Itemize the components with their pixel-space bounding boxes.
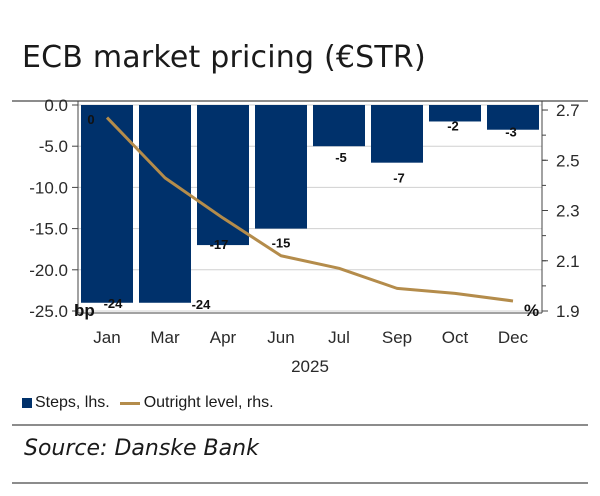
legend-line-swatch [119,401,140,405]
left-tick-label: -15.0 [29,220,68,239]
legend-line-label: Outright level, rhs. [143,394,274,411]
bar [371,105,423,163]
left-tick-label: 0.0 [44,96,68,115]
x-tick-label: Oct [442,328,469,347]
right-tick-label: 2.7 [556,101,580,120]
legend-bars-label: Steps, lhs. [35,394,110,411]
bar [139,105,191,303]
right-tick-label: 1.9 [556,302,580,321]
x-tick-label: Jun [267,328,294,347]
bar [429,105,481,122]
chart-area: 0.0 -5.0 -10.0 -15.0 -20.0 -25.0 2.7 2.5 2.3 2.1 1… [29,96,580,376]
source-note: Source: Danske Bank [24,436,259,461]
left-tick-label: -5.0 [39,137,68,156]
legend-bar-swatch [22,398,32,408]
left-tick-label: -25.0 [29,302,68,321]
right-tick-label: 2.1 [556,252,580,271]
bar-data-label: -24 [104,296,124,311]
left-unit-label: bp [74,301,95,320]
x-tick-label: Sep [382,328,412,347]
bar [487,105,539,130]
chart-title: ECB market pricing (€STR) [22,40,426,75]
bar-data-label: -15 [272,236,291,251]
end-rule [12,482,588,484]
x-tick-label: Mar [150,328,180,347]
right-tick-label: 2.5 [556,151,580,170]
x-axis-title: 2025 [291,357,329,376]
top-rule [12,100,588,102]
bar [197,105,249,246]
bar [255,105,307,229]
right-unit-label: % [524,301,539,320]
x-tick-label: Jul [328,328,350,347]
bar-data-label: -7 [393,171,405,186]
bar [81,105,133,303]
bar-data-label: -5 [335,150,347,165]
bar-data-label: -2 [447,118,459,133]
x-tick-label: Jan [93,328,120,347]
right-tick-label: 2.3 [556,202,580,221]
bottom-rule [12,424,588,426]
outright-level-line [105,116,514,303]
bar [313,105,365,147]
bar-data-label: -17 [210,237,229,252]
first-data-label: 0 [87,112,94,127]
x-tick-label: Dec [498,328,529,347]
left-tick-label: -10.0 [29,178,68,197]
bar-data-label: -3 [505,125,517,140]
legend: Steps, lhs. Outright level, rhs. [22,394,274,412]
bar-data-label: -24 [192,297,212,312]
x-tick-label: Apr [210,328,237,347]
left-tick-label: -20.0 [29,261,68,280]
